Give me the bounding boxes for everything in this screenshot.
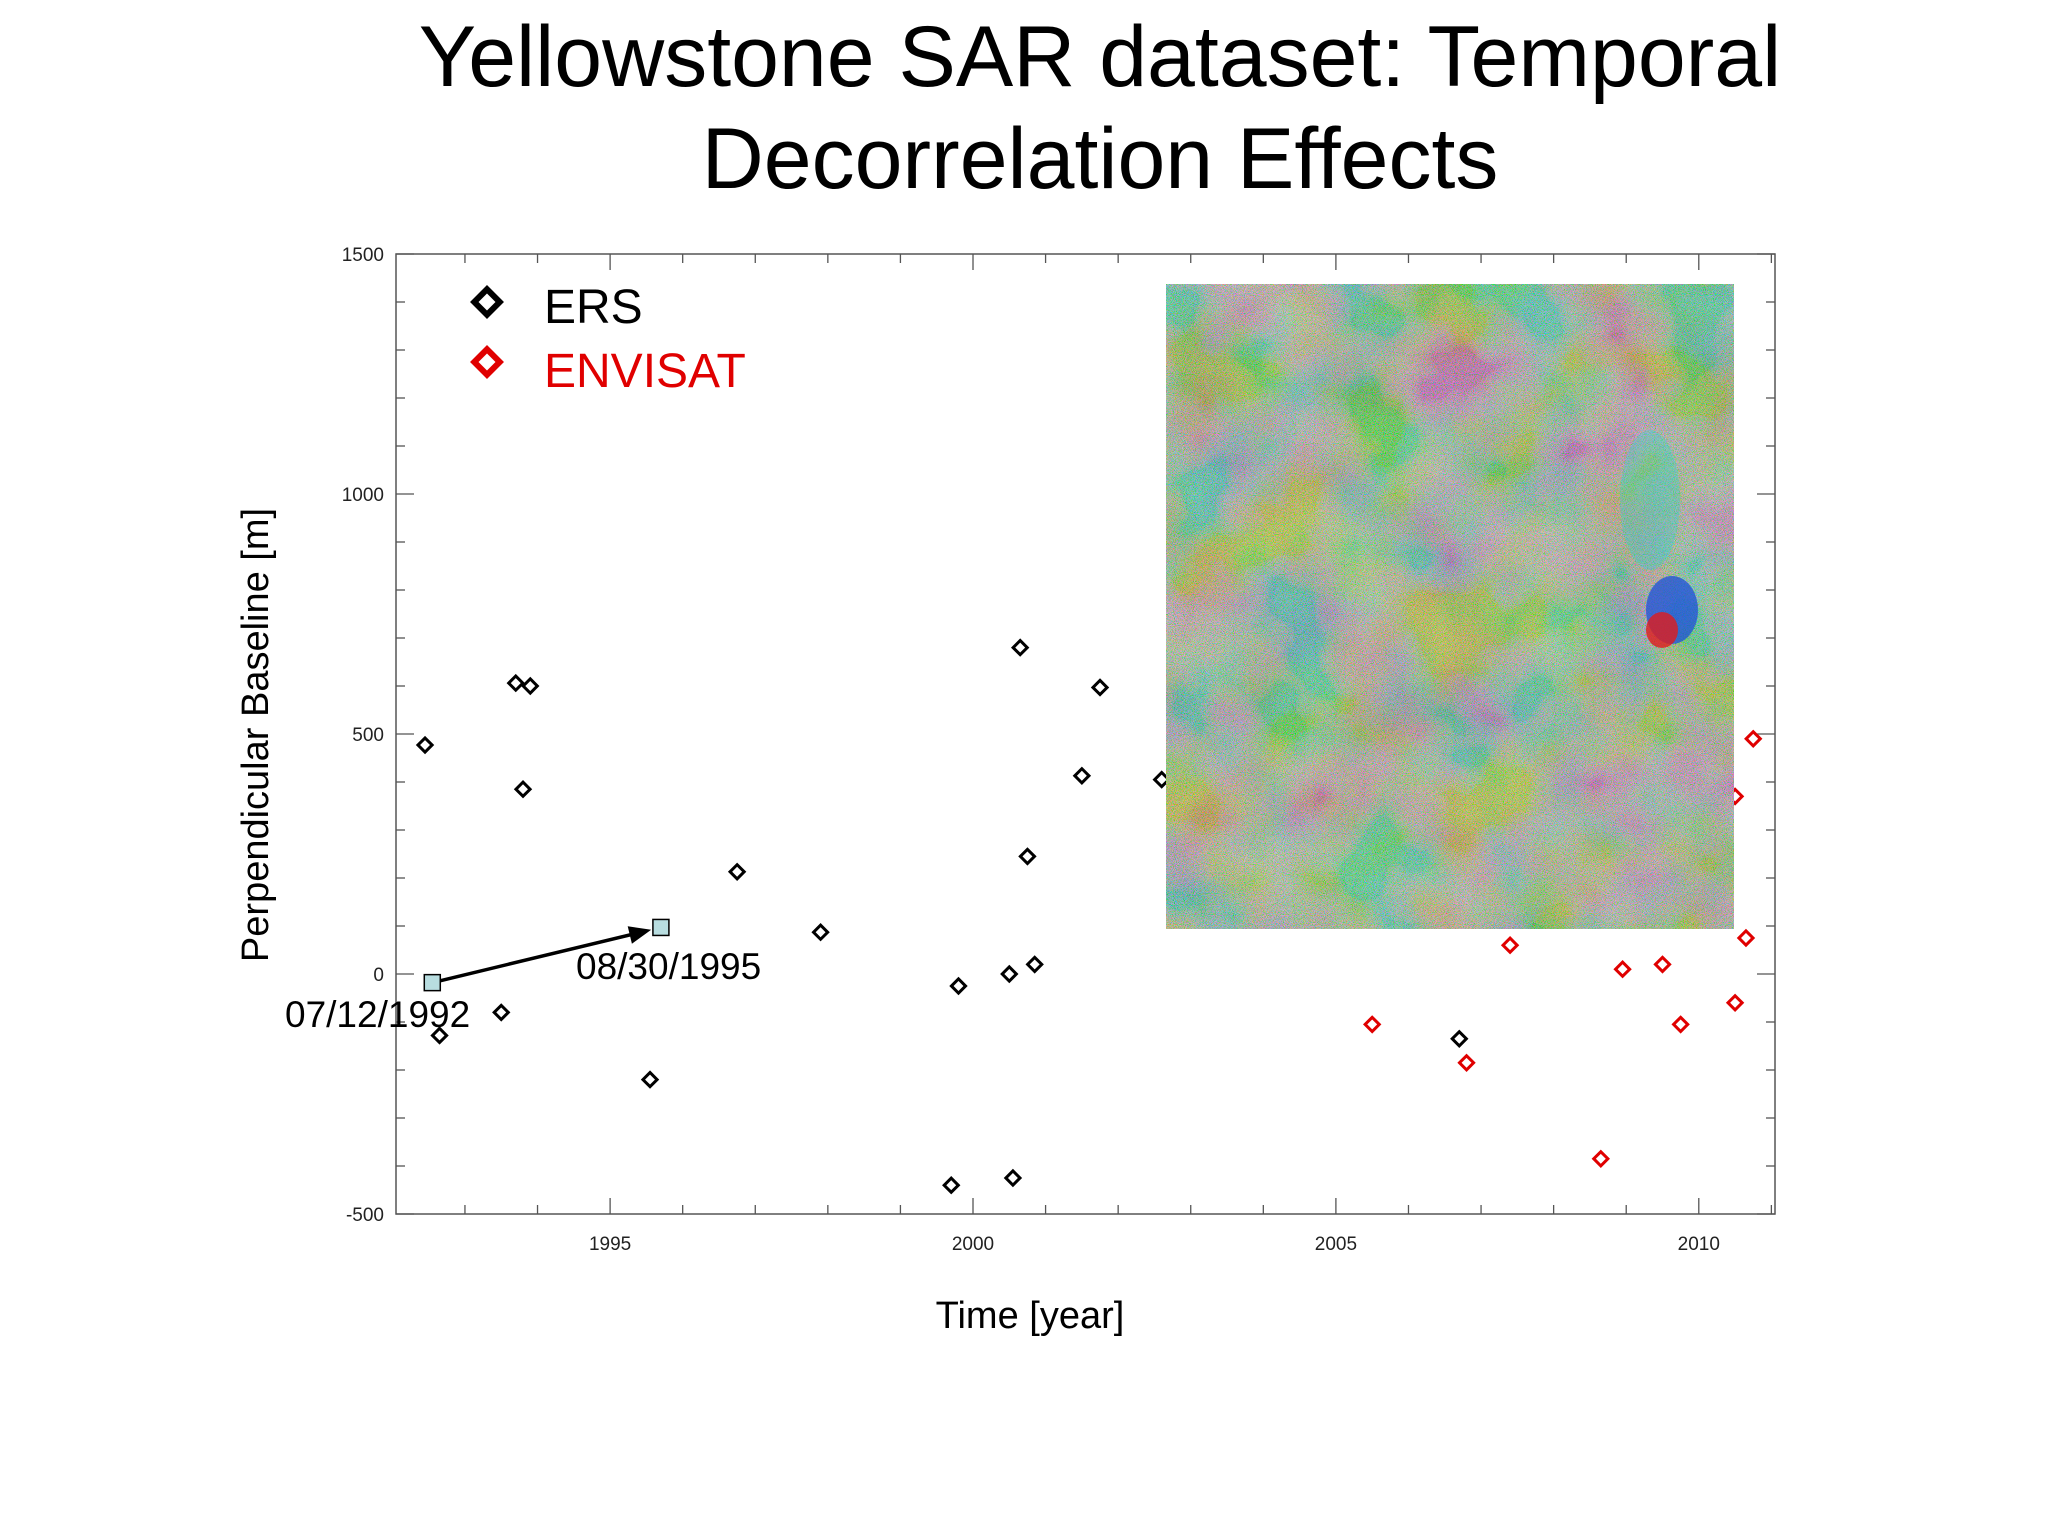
annotation-end-date: 08/30/1995 xyxy=(576,946,761,987)
envisat-legend-marker xyxy=(470,345,504,379)
envisat-point xyxy=(1671,1015,1690,1034)
ers-point xyxy=(513,780,533,799)
annotation-start-date: 07/12/1992 xyxy=(285,994,470,1035)
tick-marks xyxy=(396,253,1775,1215)
y-tick-label: 1000 xyxy=(342,485,384,506)
envisat-legend-label: ENVISAT xyxy=(544,345,746,398)
ers-point xyxy=(1450,1029,1469,1048)
start-acquisition-marker xyxy=(423,973,442,992)
ers-point xyxy=(949,976,968,996)
legend-item-envisat: ENVISAT xyxy=(470,345,746,398)
ers-point xyxy=(942,1176,961,1195)
ers-point xyxy=(1025,955,1044,974)
ers-point xyxy=(430,1026,449,1045)
ers-point xyxy=(811,923,830,942)
ers-point xyxy=(727,862,747,881)
envisat-point xyxy=(1591,1149,1611,1168)
acquisition-pair-arrow xyxy=(423,918,670,992)
envisat-point xyxy=(1500,936,1520,955)
ers-point xyxy=(506,673,525,693)
envisat-point xyxy=(1725,993,1745,1012)
envisat-point xyxy=(1653,955,1672,974)
y-tick-label: -500 xyxy=(346,1205,384,1226)
legend-item-ers: ERS xyxy=(470,281,643,334)
interferogram-inset xyxy=(1166,284,1734,929)
y-tick-label: 0 xyxy=(373,965,384,986)
y-axis-title: Perpendicular Baseline [m] xyxy=(235,508,277,962)
x-tick-label: 2005 xyxy=(1315,1234,1357,1255)
ers-point xyxy=(1152,770,1171,789)
ers-point xyxy=(1003,1168,1023,1188)
envisat-point xyxy=(1613,960,1632,979)
y-tick-label: 1500 xyxy=(342,245,384,266)
x-tick-label: 1995 xyxy=(589,1234,631,1255)
envisat-point xyxy=(1736,928,1756,948)
ers-point xyxy=(1000,964,1019,984)
end-acquisition-marker xyxy=(652,918,670,937)
ers-point xyxy=(492,1003,511,1022)
ers-point xyxy=(640,1070,660,1089)
ers-legend-label: ERS xyxy=(544,281,643,334)
ers-point xyxy=(1072,766,1092,785)
envisat-point xyxy=(1457,1053,1476,1072)
tick-labels: 1995 2000 2005 2010 -500 0 500 1000 1500 xyxy=(342,245,1720,1255)
arrow-head xyxy=(627,926,652,944)
arrow-shaft xyxy=(431,931,638,985)
x-tick-label: 2000 xyxy=(952,1234,994,1255)
ers-legend-marker xyxy=(470,285,504,319)
ers-point xyxy=(1090,678,1110,697)
fringe-hotspot-cyan xyxy=(1620,430,1680,570)
legend: ERS ENVISAT xyxy=(470,281,746,398)
slide-title: Yellowstone SAR dataset: Temporal Decorr… xyxy=(418,9,1782,207)
interferogram-noise xyxy=(1166,284,1734,929)
x-tick-label: 2010 xyxy=(1678,1234,1720,1255)
envisat-point xyxy=(1362,1015,1382,1034)
y-tick-label: 500 xyxy=(352,725,384,746)
ers-point xyxy=(1018,847,1037,866)
ers-point xyxy=(415,735,435,755)
fringe-hotspot-red xyxy=(1646,612,1678,648)
ers-point xyxy=(1010,638,1030,657)
x-axis-title: Time [year] xyxy=(936,1295,1125,1337)
envisat-point xyxy=(1744,729,1763,748)
ers-point xyxy=(521,676,540,696)
data-points xyxy=(415,638,1763,1195)
